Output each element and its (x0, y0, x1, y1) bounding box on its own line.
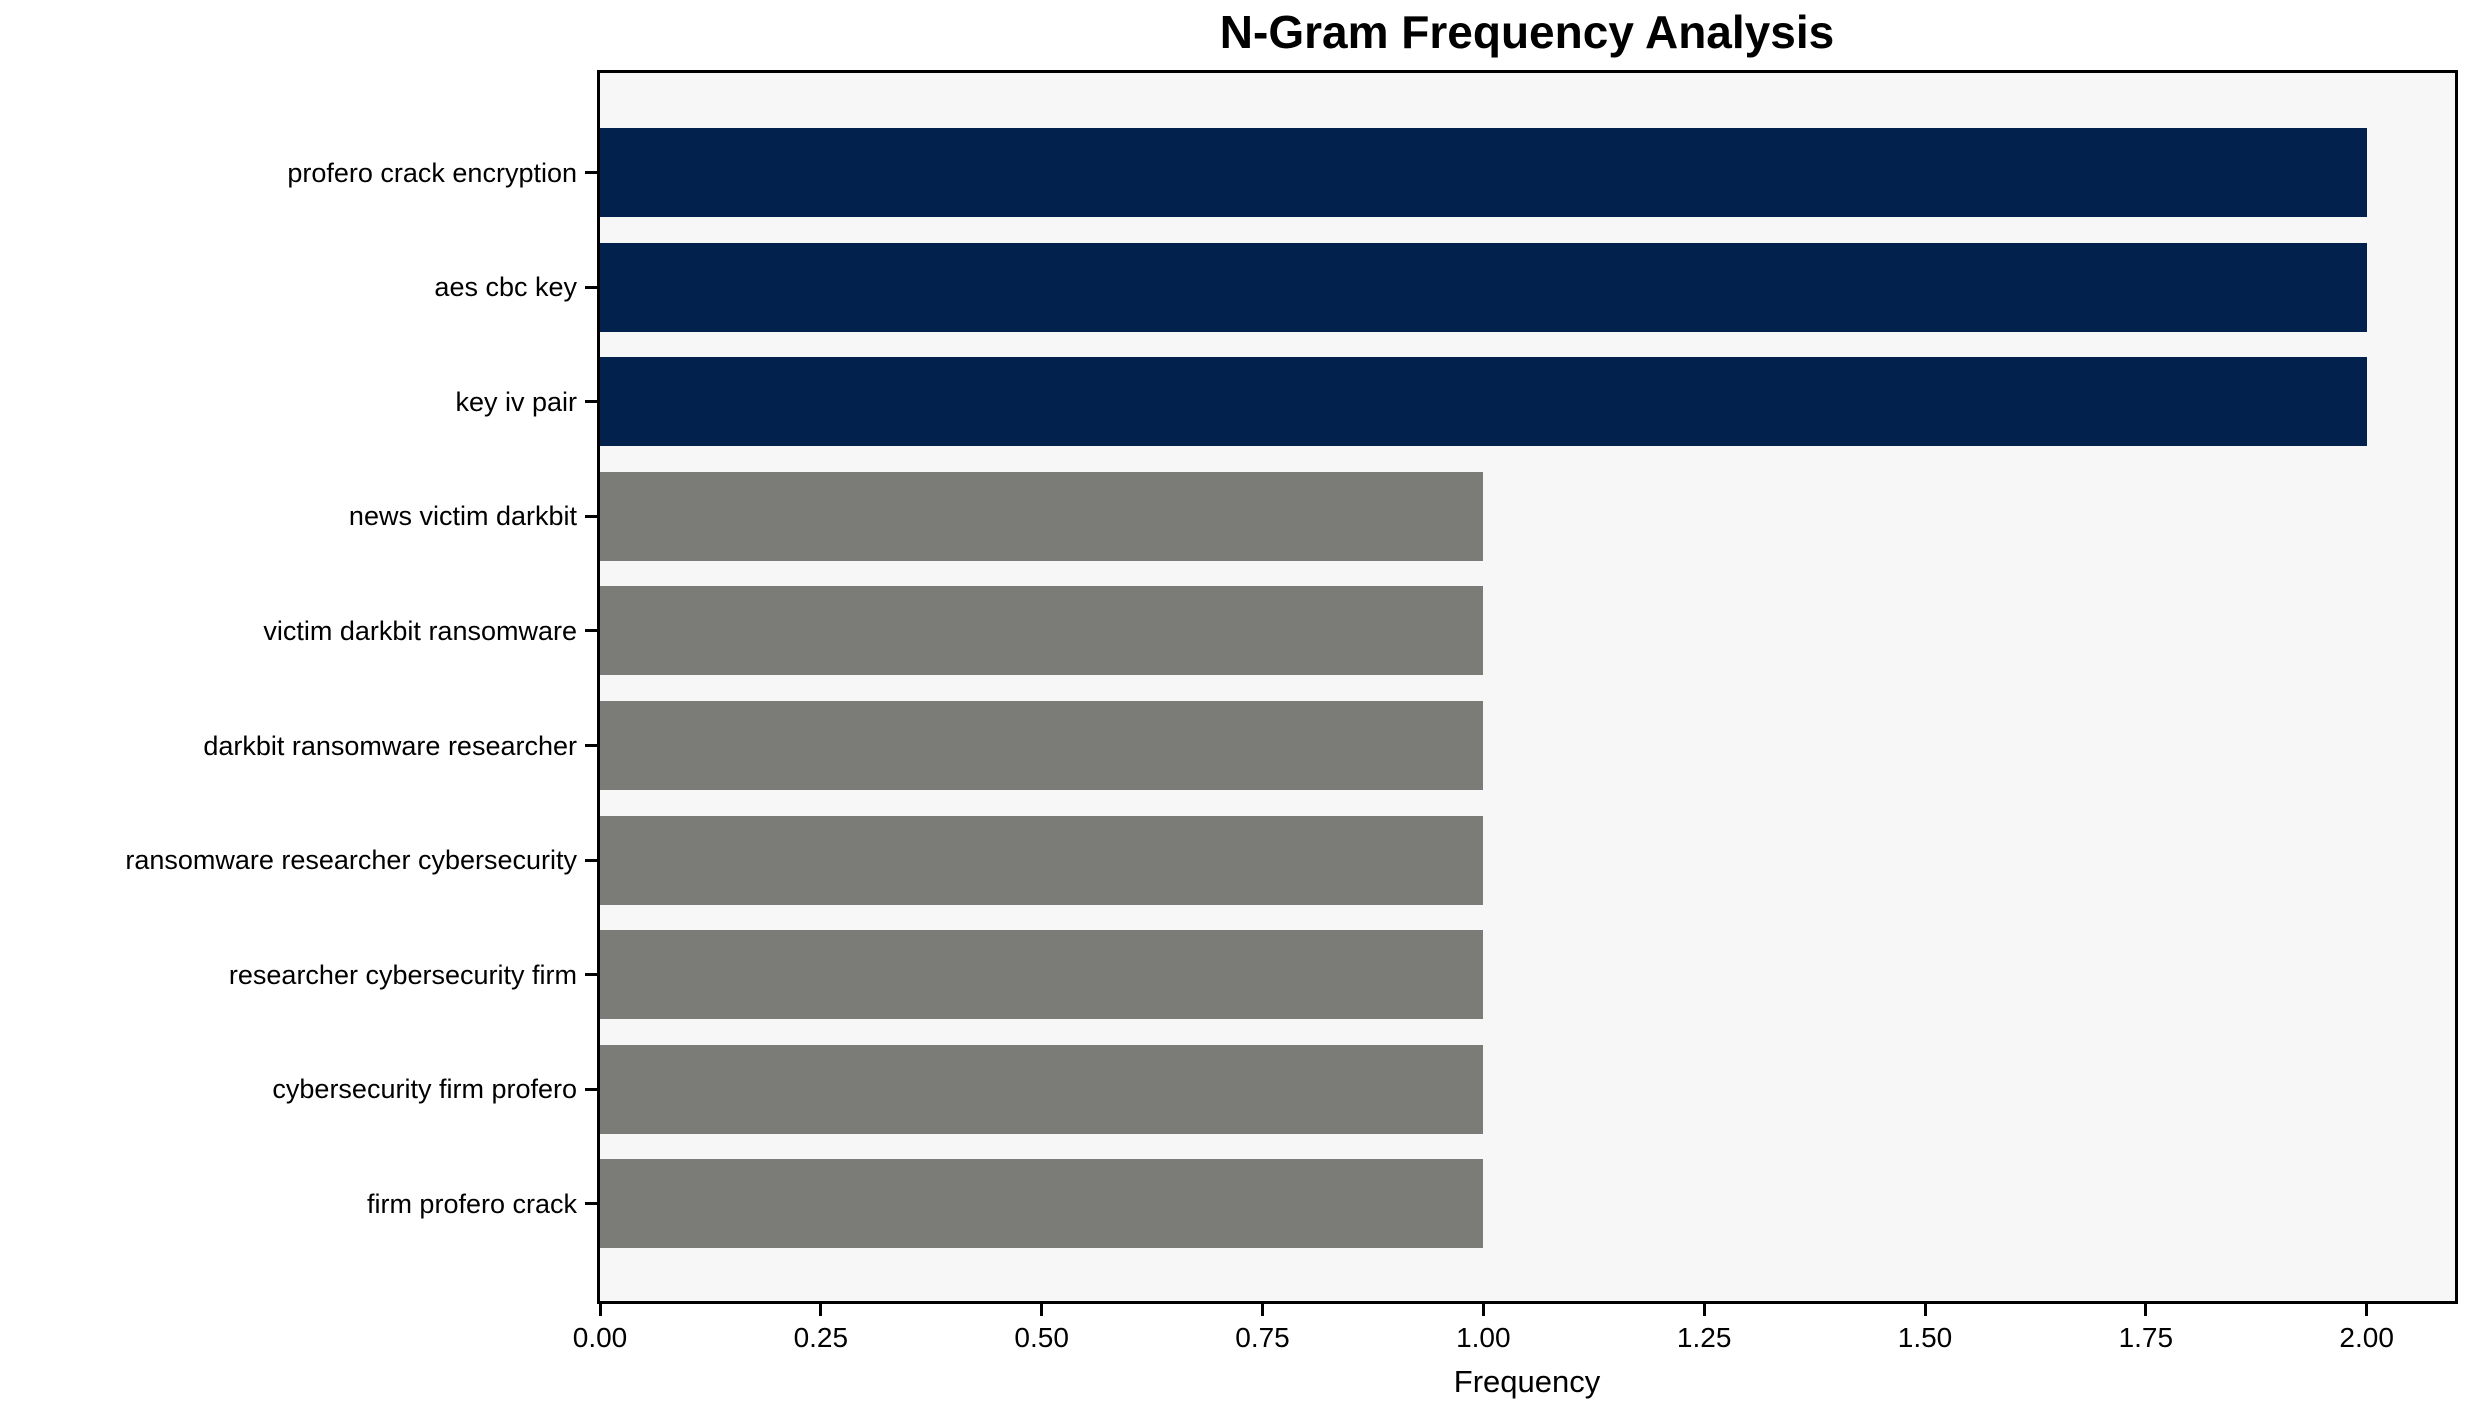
y-tick-label: researcher cybersecurity firm (228, 959, 577, 990)
x-tick-label: 1.75 (2118, 1322, 2174, 1353)
x-tick-label: 0.75 (1235, 1322, 1290, 1353)
y-tick-mark (585, 400, 597, 404)
x-tick-mark (1481, 1304, 1485, 1316)
y-tick-mark (585, 171, 597, 174)
x-tick-label: 1.00 (1456, 1322, 1511, 1353)
x-tick-mark (1261, 1304, 1264, 1316)
x-tick-mark (2144, 1304, 2148, 1316)
y-tick-label: cybersecurity firm profero (272, 1074, 577, 1105)
x-tick-mark (1040, 1304, 1044, 1316)
bar (600, 1044, 1483, 1134)
y-tick-label: aes cbc key (434, 272, 577, 303)
bar (600, 357, 2367, 447)
x-tick-label: 2.00 (2339, 1322, 2394, 1353)
y-tick-mark (585, 629, 597, 633)
x-tick-mark (819, 1304, 823, 1316)
y-tick-label: ransomware researcher cybersecurity (125, 845, 577, 876)
y-tick-label: profero crack encryption (287, 157, 577, 188)
y-tick-mark (585, 514, 597, 518)
y-tick-label: firm profero crack (366, 1188, 577, 1219)
y-tick-label: victim darkbit ransomware (263, 615, 577, 646)
bar (600, 586, 1483, 676)
bar (600, 701, 1483, 790)
x-tick-label: 0.50 (1014, 1322, 1069, 1353)
y-tick-label: darkbit ransomware researcher (203, 730, 577, 761)
x-tick-mark (2365, 1304, 2369, 1316)
bar (600, 1159, 1483, 1249)
plot-area (597, 70, 2458, 1304)
y-tick-mark (585, 744, 597, 747)
x-tick-mark (598, 1304, 602, 1316)
y-tick-mark (585, 1202, 597, 1206)
y-tick-mark (585, 285, 597, 289)
x-tick-label: 0.00 (572, 1322, 628, 1353)
x-axis-title: Frequency (1453, 1364, 1601, 1399)
y-tick-mark (585, 858, 597, 862)
y-tick-mark (585, 973, 597, 977)
bar (600, 930, 1483, 1020)
y-tick-mark (585, 1087, 597, 1091)
y-tick-label: key iv pair (455, 386, 577, 417)
bar (600, 242, 2367, 332)
bar (600, 815, 1483, 905)
bar (600, 471, 1483, 561)
y-tick-label: news victim darkbit (348, 501, 577, 532)
x-tick-label: 0.25 (793, 1322, 849, 1353)
x-tick-label: 1.50 (1897, 1322, 1953, 1353)
x-tick-label: 1.25 (1676, 1322, 1732, 1353)
chart-title: N-Gram Frequency Analysis (1219, 6, 1835, 58)
bar (600, 128, 2367, 217)
x-tick-mark (1923, 1304, 1927, 1316)
x-tick-mark (1702, 1304, 1706, 1316)
